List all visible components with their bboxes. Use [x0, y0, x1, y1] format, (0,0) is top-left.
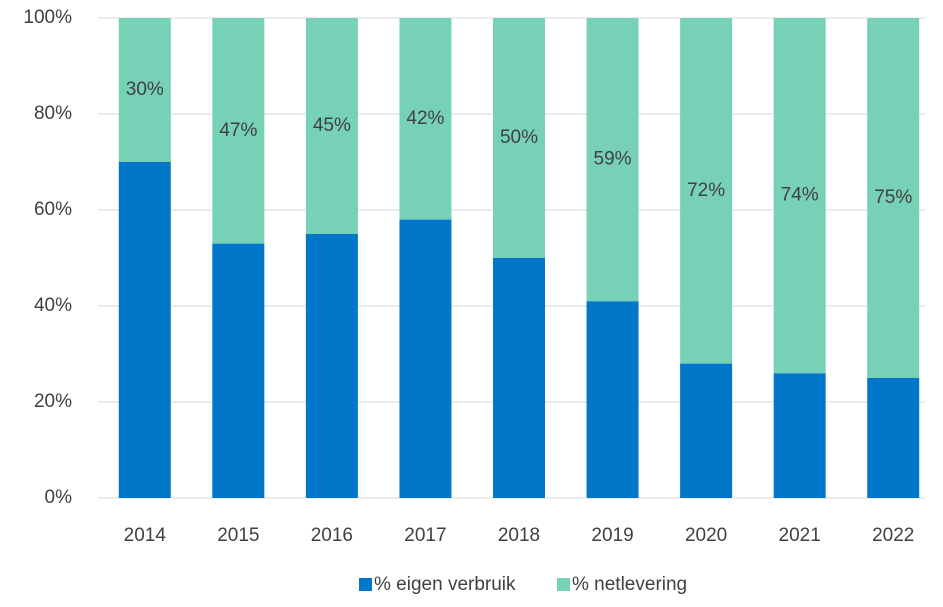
x-tick-label: 2019 [591, 525, 633, 546]
legend-swatch [557, 578, 570, 591]
y-tick-label: 100% [23, 7, 72, 28]
bar-segment [586, 301, 639, 498]
data-label: 59% [594, 149, 632, 170]
data-label: 74% [781, 185, 819, 206]
y-tick-label: 20% [34, 391, 72, 412]
bar-segment [212, 18, 265, 244]
y-tick-label: 80% [34, 103, 72, 124]
data-label: 30% [126, 79, 164, 100]
x-tick-label: 2018 [498, 525, 540, 546]
x-tick-label: 2014 [124, 525, 167, 546]
data-label: 42% [406, 108, 444, 129]
data-label: 47% [219, 120, 257, 141]
bar-segment [118, 162, 171, 498]
legend-label: % eigen verbruik [374, 574, 516, 595]
y-tick-label: 0% [45, 487, 73, 508]
y-tick-label: 40% [34, 295, 72, 316]
bar-segment [493, 258, 545, 498]
bar-segment [773, 373, 826, 498]
bar-segment [586, 18, 639, 302]
x-tick-label: 2016 [311, 525, 353, 546]
x-tick-label: 2021 [779, 525, 821, 546]
bar-segment [867, 378, 920, 498]
y-tick-label: 60% [34, 199, 72, 220]
bar-segment [212, 243, 265, 498]
bar-segment [399, 219, 452, 498]
bar-segment [493, 18, 545, 258]
data-label: 45% [313, 115, 351, 136]
bar-segment [399, 18, 452, 220]
bar-segment [305, 18, 358, 234]
data-label: 75% [874, 187, 912, 208]
bar-segment [680, 18, 733, 364]
bar-segment [118, 18, 171, 162]
x-tick-label: 2022 [872, 525, 914, 546]
data-label: 72% [687, 180, 725, 201]
bar-segment [305, 234, 358, 498]
bar-segment [680, 363, 733, 498]
bar-segment [867, 18, 920, 378]
legend-swatch [359, 578, 372, 591]
legend-label: % netlevering [572, 574, 687, 595]
bar-segment [773, 18, 826, 374]
x-tick-label: 2015 [217, 525, 259, 546]
x-tick-label: 2017 [404, 525, 446, 546]
data-label: 50% [500, 127, 538, 148]
x-tick-label: 2020 [685, 525, 727, 546]
